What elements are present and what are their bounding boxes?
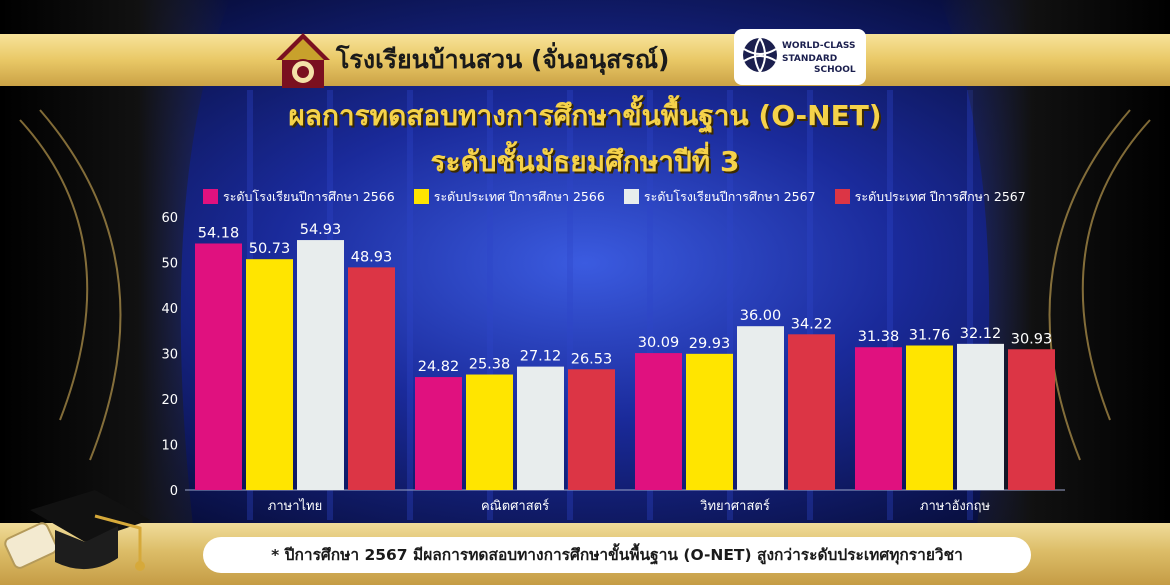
school-name: โรงเรียนบ้านสวน (จั่นอนุสรณ์) [336, 45, 670, 74]
legend-item: ระดับประเทศ ปีการศึกษา 2566 [413, 187, 605, 207]
bar [957, 343, 1004, 490]
legend-swatch [413, 189, 429, 204]
bar [297, 240, 344, 490]
bar [348, 267, 395, 490]
school-crest-icon [276, 33, 330, 88]
wcs-line-3: SCHOOL [814, 65, 856, 75]
data-label: 30.09 [638, 335, 680, 351]
data-label: 25.38 [469, 357, 511, 373]
legend-label: ระดับประเทศ ปีการศึกษา 2567 [854, 189, 1026, 204]
world-class-standard-logo: WORLD-CLASS STANDARD SCHOOL [734, 29, 866, 85]
data-label: 29.93 [689, 336, 731, 352]
data-label: 26.53 [571, 351, 613, 367]
legend-label: ระดับประเทศ ปีการศึกษา 2566 [433, 189, 605, 204]
x-tick-label: ภาษาอังกฤษ [920, 499, 991, 514]
bar [686, 353, 733, 490]
data-label: 34.22 [791, 316, 833, 332]
data-label: 50.73 [249, 241, 291, 257]
footnote-box: * ปีการศึกษา 2567 มีผลการทดสอบทางการศึกษ… [203, 537, 1031, 573]
bar [788, 334, 835, 490]
header-band [0, 34, 1170, 86]
wcs-line-2: STANDARD [782, 54, 838, 64]
bar [466, 374, 513, 490]
legend-item: ระดับโรงเรียนปีการศึกษา 2566 [203, 187, 395, 207]
legend-label: ระดับโรงเรียนปีการศึกษา 2567 [643, 189, 816, 204]
x-tick-label: ภาษาไทย [268, 498, 322, 514]
legend-swatch [623, 189, 639, 204]
bar [568, 369, 615, 490]
y-tick-label: 30 [161, 348, 178, 363]
legend-label: ระดับโรงเรียนปีการศึกษา 2566 [223, 189, 395, 204]
y-tick-label: 0 [170, 484, 178, 499]
chart-title: ผลการทดสอบทางการศึกษาขั้นพื้นฐาน (O-NET) [288, 99, 882, 132]
data-label: 32.12 [960, 326, 1002, 342]
y-tick-label: 40 [161, 302, 178, 317]
wcs-line-1: WORLD-CLASS [782, 41, 856, 51]
data-label: 36.00 [740, 308, 782, 324]
data-label: 54.93 [300, 222, 342, 238]
bar [906, 345, 953, 490]
data-label: 48.93 [351, 249, 393, 265]
bar [415, 377, 462, 490]
legend-swatch [203, 189, 218, 204]
bar [635, 353, 682, 490]
data-label: 31.38 [858, 329, 900, 345]
x-tick-label: วิทยาศาสตร์ [699, 498, 769, 514]
y-tick-label: 20 [161, 393, 178, 408]
data-label: 30.93 [1011, 331, 1053, 347]
chart-legend: ระดับโรงเรียนปีการศึกษา 2566 ระดับประเทศ… [203, 186, 1040, 206]
bar [1008, 349, 1055, 490]
graduation-cap-icon [4, 490, 150, 571]
bar [246, 259, 293, 490]
bar [737, 326, 784, 490]
data-label: 24.82 [418, 359, 460, 375]
data-label: 54.18 [198, 225, 240, 241]
y-tick-label: 10 [161, 439, 178, 454]
legend-item: ระดับโรงเรียนปีการศึกษา 2567 [623, 187, 816, 207]
footnote: * ปีการศึกษา 2567 มีผลการทดสอบทางการศึกษ… [271, 546, 963, 564]
bar [517, 366, 564, 490]
legend-item: ระดับประเทศ ปีการศึกษา 2567 [834, 187, 1026, 207]
legend-swatch [834, 189, 850, 204]
x-tick-label: คณิตศาสตร์ [481, 498, 549, 514]
y-tick-label: 60 [161, 211, 178, 226]
data-label: 31.76 [909, 327, 951, 343]
y-tick-label: 50 [161, 257, 178, 272]
bar [195, 243, 242, 490]
chart-subtitle: ระดับชั้นมัธยมศึกษาปีที่ 3 [430, 145, 740, 178]
data-label: 27.12 [520, 349, 562, 365]
globe-icon [743, 37, 777, 73]
bar [855, 347, 902, 490]
